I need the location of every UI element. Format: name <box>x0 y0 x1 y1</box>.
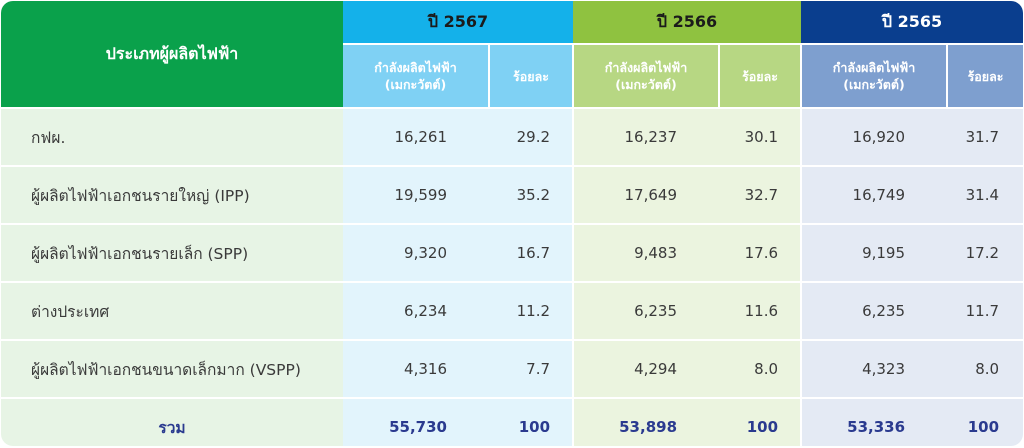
total-percent-2566: 100 <box>719 398 803 446</box>
total-capacity-2566: 53,898 <box>573 398 720 446</box>
percent-2565-cell: 31.4 <box>947 166 1023 225</box>
subheader-row: กำลังผลิตไฟฟ้า (เมกะวัตต์) ร้อยละ กำลังผ… <box>1 44 1023 109</box>
category-column-header: ประเภทผู้ผลิตไฟฟ้า <box>1 1 343 109</box>
percent-header-2565: ร้อยละ <box>947 44 1023 109</box>
table-row: ผู้ผลิตไฟฟ้าเอกชนรายใหญ่ (IPP) 19,599 35… <box>1 166 1023 225</box>
capacity-header-line1: กำลังผลิตไฟฟ้า <box>604 60 688 75</box>
capacity-2567-cell: 9,320 <box>343 224 489 283</box>
capacity-2565-cell: 6,235 <box>801 282 948 341</box>
percent-2567-cell: 35.2 <box>489 166 575 225</box>
percent-header-2566: ร้อยละ <box>719 44 803 109</box>
year-header-row: ประเภทผู้ผลิตไฟฟ้า ปี 2567 ปี 2566 ปี 25… <box>1 1 1023 109</box>
total-percent-2565: 100 <box>947 398 1023 446</box>
capacity-2567-cell: 4,316 <box>343 340 489 399</box>
capacity-header-line2: (เมกะวัตต์) <box>384 77 447 92</box>
capacity-header-line2: (เมกะวัตต์) <box>843 77 905 92</box>
total-capacity-2567: 55,730 <box>343 398 489 446</box>
capacity-header-line1: กำลังผลิตไฟฟ้า <box>832 60 916 75</box>
category-label: ต่างประเทศ <box>1 282 343 341</box>
capacity-2565-cell: 16,749 <box>801 166 948 225</box>
capacity-2567-cell: 19,599 <box>343 166 489 225</box>
percent-2567-cell: 7.7 <box>489 340 575 399</box>
year-2565-header: ปี 2565 <box>801 1 1023 45</box>
percent-2566-cell: 8.0 <box>719 340 803 399</box>
table-row: ต่างประเทศ 6,234 11.2 6,235 11.6 6,235 1… <box>1 282 1023 341</box>
percent-2565-cell: 11.7 <box>947 282 1023 341</box>
percent-header-2567: ร้อยละ <box>489 44 575 109</box>
total-label: รวม <box>1 398 343 446</box>
table-row: กฟผ. 16,261 29.2 16,237 30.1 16,920 31.7 <box>1 108 1023 167</box>
capacity-2565-cell: 9,195 <box>801 224 948 283</box>
percent-2566-cell: 30.1 <box>719 108 803 167</box>
percent-2567-cell: 29.2 <box>489 108 575 167</box>
category-label: ผู้ผลิตไฟฟ้าเอกชนรายเล็ก (SPP) <box>1 224 343 283</box>
capacity-2565-cell: 16,920 <box>801 108 948 167</box>
category-label: ผู้ผลิตไฟฟ้าเอกชนขนาดเล็กมาก (VSPP) <box>1 340 343 399</box>
percent-2566-cell: 17.6 <box>719 224 803 283</box>
capacity-2565-cell: 4,323 <box>801 340 948 399</box>
percent-2567-cell: 16.7 <box>489 224 575 283</box>
total-row: รวม 55,730 100 53,898 100 53,336 100 <box>1 398 1023 446</box>
table-row: ผู้ผลิตไฟฟ้าเอกชนขนาดเล็กมาก (VSPP) 4,31… <box>1 340 1023 399</box>
capacity-2566-cell: 16,237 <box>573 108 720 167</box>
capacity-2566-cell: 17,649 <box>573 166 720 225</box>
percent-2566-cell: 32.7 <box>719 166 803 225</box>
percent-2566-cell: 11.6 <box>719 282 803 341</box>
capacity-2566-cell: 6,235 <box>573 282 720 341</box>
capacity-header-2566: กำลังผลิตไฟฟ้า (เมกะวัตต์) <box>573 44 721 109</box>
capacity-header-line1: กำลังผลิตไฟฟ้า <box>374 60 457 75</box>
percent-2565-cell: 8.0 <box>947 340 1023 399</box>
capacity-header-2565: กำลังผลิตไฟฟ้า (เมกะวัตต์) <box>801 44 949 109</box>
capacity-header-line2: (เมกะวัตต์) <box>615 77 677 92</box>
table-row: ผู้ผลิตไฟฟ้าเอกชนรายเล็ก (SPP) 9,320 16.… <box>1 224 1023 283</box>
capacity-2567-cell: 16,261 <box>343 108 489 167</box>
capacity-2567-cell: 6,234 <box>343 282 489 341</box>
capacity-2566-cell: 9,483 <box>573 224 720 283</box>
capacity-header-2567: กำลังผลิตไฟฟ้า (เมกะวัตต์) <box>343 44 490 109</box>
year-2567-header: ปี 2567 <box>343 1 574 45</box>
percent-2565-cell: 17.2 <box>947 224 1023 283</box>
total-capacity-2565: 53,336 <box>801 398 948 446</box>
percent-2567-cell: 11.2 <box>489 282 575 341</box>
year-2566-header: ปี 2566 <box>573 1 802 45</box>
total-percent-2567: 100 <box>489 398 575 446</box>
category-label: ผู้ผลิตไฟฟ้าเอกชนรายใหญ่ (IPP) <box>1 166 343 225</box>
capacity-2566-cell: 4,294 <box>573 340 720 399</box>
category-label: กฟผ. <box>1 108 343 167</box>
percent-2565-cell: 31.7 <box>947 108 1023 167</box>
